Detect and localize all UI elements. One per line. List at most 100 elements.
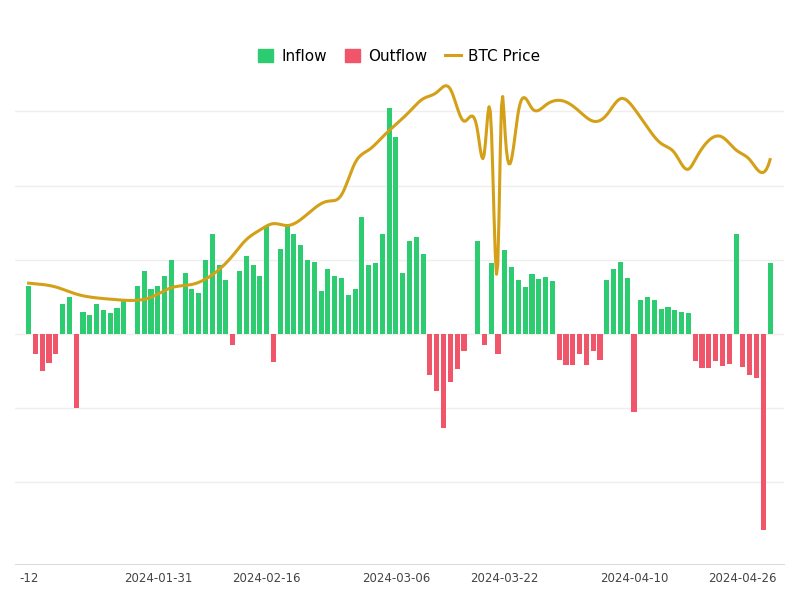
- Bar: [598, 334, 602, 360]
- Bar: [734, 234, 738, 334]
- Bar: [720, 334, 725, 366]
- Bar: [713, 334, 718, 361]
- Bar: [135, 286, 140, 334]
- Bar: [223, 280, 229, 334]
- Bar: [46, 334, 51, 364]
- Bar: [645, 297, 650, 334]
- Bar: [142, 271, 146, 334]
- Bar: [754, 334, 759, 379]
- Bar: [747, 334, 752, 374]
- Bar: [305, 260, 310, 334]
- Bar: [530, 274, 534, 334]
- Bar: [250, 265, 256, 334]
- Bar: [278, 248, 283, 334]
- Bar: [122, 301, 126, 334]
- Bar: [298, 245, 303, 334]
- Bar: [196, 293, 202, 334]
- Bar: [693, 334, 698, 361]
- Bar: [33, 334, 38, 354]
- Bar: [373, 263, 378, 334]
- Bar: [26, 286, 31, 334]
- Bar: [672, 310, 678, 334]
- Bar: [318, 291, 324, 334]
- Bar: [638, 301, 643, 334]
- Bar: [400, 272, 406, 334]
- Bar: [577, 334, 582, 354]
- Bar: [475, 241, 480, 334]
- Bar: [74, 334, 78, 408]
- Bar: [210, 234, 215, 334]
- Bar: [162, 277, 167, 334]
- Bar: [509, 267, 514, 334]
- Bar: [441, 334, 446, 428]
- Bar: [203, 260, 208, 334]
- Bar: [237, 271, 242, 334]
- Bar: [495, 334, 501, 354]
- Bar: [155, 286, 161, 334]
- Bar: [60, 304, 65, 334]
- Bar: [448, 334, 453, 382]
- Bar: [366, 265, 371, 334]
- Bar: [611, 269, 616, 334]
- Bar: [339, 278, 344, 334]
- Bar: [590, 334, 596, 350]
- Bar: [666, 307, 670, 334]
- Bar: [291, 234, 297, 334]
- Bar: [652, 301, 657, 334]
- Bar: [332, 277, 338, 334]
- Bar: [686, 313, 691, 334]
- Bar: [434, 334, 439, 391]
- Bar: [67, 297, 72, 334]
- Bar: [169, 260, 174, 334]
- Bar: [658, 308, 664, 334]
- Bar: [87, 315, 92, 334]
- Bar: [414, 238, 419, 334]
- Bar: [258, 277, 262, 334]
- Bar: [625, 278, 630, 334]
- Bar: [522, 287, 528, 334]
- Bar: [536, 279, 542, 334]
- Bar: [54, 334, 58, 354]
- Bar: [94, 304, 99, 334]
- Bar: [312, 262, 317, 334]
- Bar: [271, 334, 276, 362]
- Bar: [550, 281, 555, 334]
- Bar: [706, 334, 711, 368]
- Bar: [359, 217, 365, 334]
- Bar: [570, 334, 575, 365]
- Bar: [149, 289, 154, 334]
- Bar: [407, 241, 412, 334]
- Bar: [726, 334, 732, 364]
- Bar: [699, 334, 705, 368]
- Bar: [101, 310, 106, 334]
- Bar: [114, 308, 119, 334]
- Bar: [285, 226, 290, 334]
- Bar: [557, 334, 562, 360]
- Bar: [482, 334, 487, 345]
- Bar: [462, 334, 466, 350]
- Bar: [394, 137, 398, 334]
- Bar: [81, 311, 86, 334]
- Bar: [346, 295, 351, 334]
- Bar: [543, 277, 548, 334]
- Bar: [454, 334, 460, 369]
- Bar: [563, 334, 569, 365]
- Bar: [740, 334, 746, 367]
- Bar: [40, 334, 45, 371]
- Bar: [631, 334, 637, 412]
- Bar: [618, 262, 623, 334]
- Bar: [516, 280, 521, 334]
- Bar: [230, 334, 235, 345]
- Bar: [489, 263, 494, 334]
- Bar: [217, 265, 222, 334]
- Bar: [767, 263, 773, 334]
- Bar: [421, 254, 426, 334]
- Bar: [427, 334, 433, 374]
- Bar: [108, 313, 113, 334]
- Bar: [264, 226, 270, 334]
- Bar: [190, 289, 194, 334]
- Legend: Inflow, Outflow, BTC Price: Inflow, Outflow, BTC Price: [252, 43, 546, 70]
- Bar: [380, 234, 385, 334]
- Bar: [244, 256, 249, 334]
- Bar: [761, 334, 766, 530]
